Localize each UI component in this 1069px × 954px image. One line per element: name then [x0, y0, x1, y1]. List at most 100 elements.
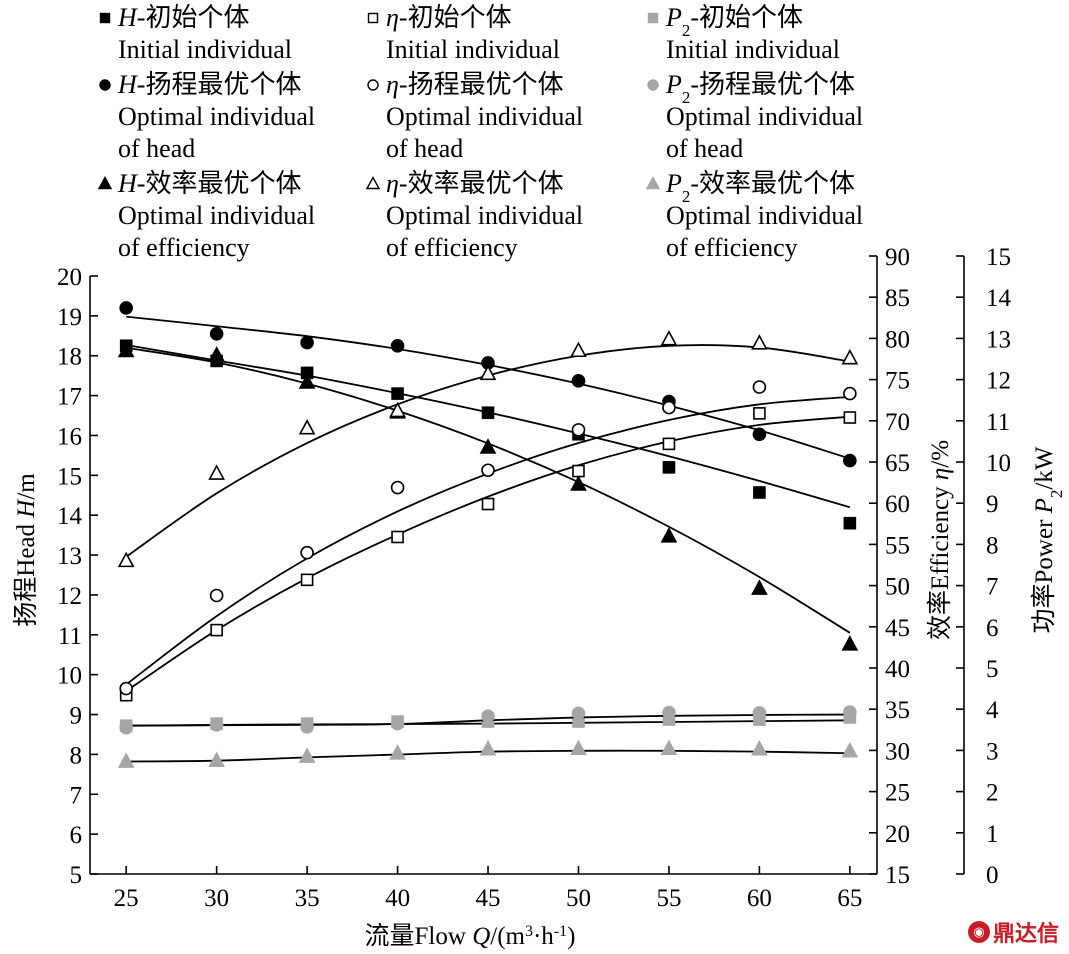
legend-label-en: of head: [118, 134, 195, 163]
x-tick-label: 60: [747, 885, 772, 912]
fit-line-H_head_opt: [126, 315, 851, 460]
data-point-H_eff_opt: [208, 346, 225, 362]
data-point-eta_head_opt: [209, 588, 224, 603]
legend-marker-icon: [97, 176, 113, 190]
data-point-eta_head_opt: [662, 400, 676, 415]
x-tick-label: 40: [385, 885, 410, 912]
data-point-P_head_opt: [300, 720, 314, 734]
x-tick-label: 55: [656, 885, 681, 912]
power-tick-label: 7: [986, 574, 999, 601]
data-point-H_head_opt: [571, 374, 586, 388]
efficiency-tick-label: 70: [885, 409, 910, 436]
power-tick-label: 6: [986, 615, 999, 642]
data-point-eta_eff_opt: [841, 348, 859, 365]
head-tick-label: 18: [57, 344, 82, 371]
efficiency-tick-label: 45: [885, 615, 910, 642]
legend-label: H-初始个体: [117, 3, 249, 32]
y-axis-label-head: 扬程Head H/m: [12, 473, 40, 627]
data-point-eta_eff_opt: [208, 464, 225, 480]
legend-label: η-初始个体: [386, 3, 512, 32]
head-tick-label: 15: [57, 463, 82, 490]
legend-marker-icon: [367, 12, 379, 24]
power-tick-label: 15: [986, 244, 1011, 271]
watermark: ◉ 鼎达信: [967, 916, 1059, 948]
data-point-P_eff_opt: [479, 739, 497, 756]
head-tick-label: 20: [57, 264, 82, 291]
data-point-eta_eff_opt: [479, 364, 497, 381]
data-point-eta_initial: [753, 407, 766, 420]
data-point-P_head_opt: [119, 720, 133, 735]
data-point-eta_eff_opt: [570, 341, 587, 358]
data-point-H_head_opt: [300, 335, 314, 350]
data-point-H_eff_opt: [751, 579, 768, 595]
x-tick-label: 35: [295, 885, 320, 912]
data-point-eta_initial: [210, 623, 223, 637]
data-point-P_eff_opt: [208, 751, 225, 768]
efficiency-tick-label: 55: [885, 532, 910, 559]
power-tick-label: 12: [986, 368, 1011, 395]
legend-label: P2-扬程最优个体: [665, 70, 855, 107]
head-tick-label: 13: [57, 543, 82, 570]
data-point-H_eff_opt: [660, 527, 678, 543]
axes: 25 30 35 40 45 50 55 60 655678910111213141516171…: [57, 244, 1012, 912]
data-point-P_eff_opt: [751, 739, 768, 756]
head-tick-label: 6: [70, 822, 83, 849]
data-point-H_head_opt: [752, 427, 767, 442]
head-tick-label: 12: [57, 583, 82, 610]
legend-item: H-效率最优个体 Optimal individual of efficiency: [97, 169, 315, 262]
watermark-logo-icon: ◉: [967, 921, 990, 943]
data-point-eta_head_opt: [571, 423, 586, 437]
legend-label-en: of efficiency: [118, 233, 250, 262]
legend-label-en: Optimal individual: [666, 102, 863, 131]
efficiency-tick-label: 75: [885, 368, 910, 395]
data-point-eta_initial: [300, 573, 314, 587]
fit-line-eta_initial: [125, 415, 850, 692]
data-point-P_eff_opt: [841, 742, 859, 758]
power-tick-label: 13: [986, 326, 1011, 353]
efficiency-tick-label: 65: [885, 450, 910, 477]
data-point-H_head_opt: [390, 338, 405, 353]
data-point-H_initial: [481, 406, 495, 420]
efficiency-tick-label: 80: [885, 326, 910, 353]
x-tick-label: 25: [114, 885, 139, 912]
series-H_head_opt: [119, 301, 857, 468]
legend-label-en: of efficiency: [386, 233, 518, 262]
legend-marker-icon: [647, 12, 659, 24]
power-tick-label: 10: [986, 450, 1011, 477]
head-tick-label: 8: [70, 742, 83, 769]
efficiency-tick-label: 50: [885, 574, 910, 601]
series-P_eff_opt: [117, 739, 859, 768]
legend-label-en: Optimal individual: [386, 201, 583, 230]
efficiency-tick-label: 40: [885, 656, 910, 683]
head-tick-label: 19: [57, 304, 82, 331]
legend-item: η-扬程最优个体 Optimal individual of head: [367, 70, 583, 163]
data-point-eta_head_opt: [481, 463, 495, 478]
data-point-P_eff_opt: [660, 739, 678, 756]
legend-label-en: of head: [386, 134, 463, 163]
data-point-H_initial: [843, 516, 857, 530]
data-point-P_eff_opt: [570, 739, 587, 756]
data-point-P_head_opt: [843, 705, 857, 719]
power-tick-label: 14: [986, 285, 1012, 312]
efficiency-tick-label: 30: [885, 738, 910, 765]
legend: H-初始个体 Initial individual η-初始个体 Initial in…: [97, 3, 863, 262]
data-point-eta_eff_opt: [751, 334, 768, 350]
series-P_head_opt: [119, 705, 857, 735]
legend-label: H-扬程最优个体: [117, 70, 301, 99]
efficiency-tick-label: 60: [885, 491, 910, 518]
data-point-eta_initial: [481, 497, 495, 511]
data-point-eta_head_opt: [843, 386, 857, 401]
series-layer: [117, 301, 859, 768]
x-tick-label: 65: [837, 885, 862, 912]
efficiency-tick-label: 35: [885, 697, 910, 724]
efficiency-tick-label: 25: [885, 780, 910, 807]
data-point-P_eff_opt: [117, 752, 135, 768]
legend-label-en: Optimal individual: [386, 102, 583, 131]
legend-marker-icon: [645, 176, 661, 190]
legend-label-en: Initial individual: [666, 35, 840, 64]
data-point-H_eff_opt: [479, 438, 497, 454]
legend-label: P2-初始个体: [665, 3, 803, 40]
legend-marker-icon: [367, 79, 379, 91]
